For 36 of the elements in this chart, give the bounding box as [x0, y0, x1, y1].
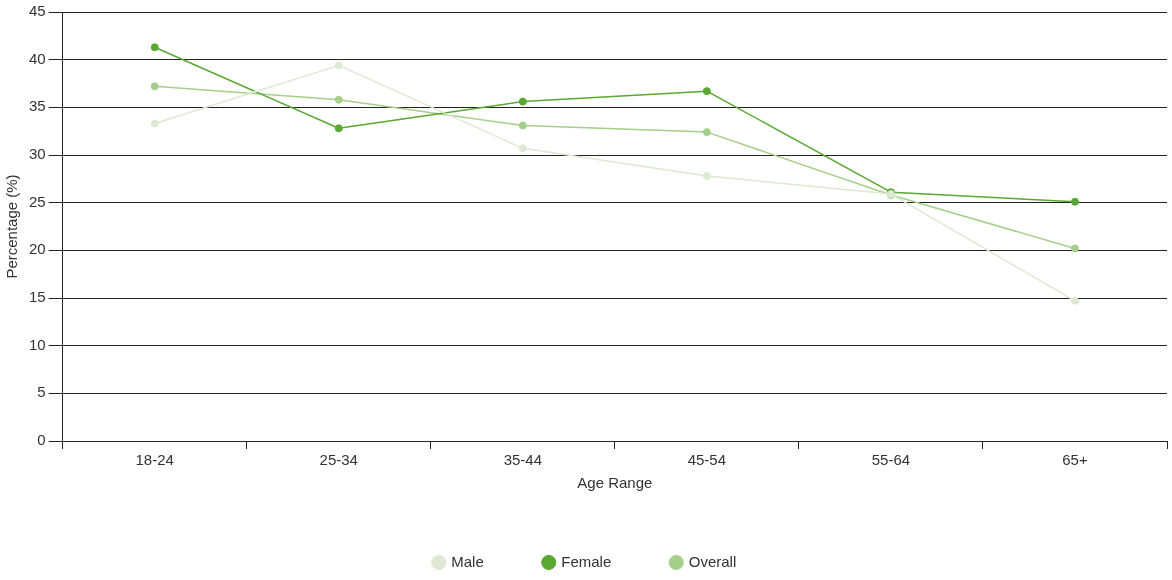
legend-label: Female: [561, 552, 612, 570]
y-axis-title: Percentage (%): [3, 174, 21, 279]
y-tick-label: 40: [29, 49, 46, 67]
point: [334, 95, 343, 104]
point: [150, 82, 159, 91]
point: [518, 97, 527, 106]
y-tick-label: 45: [29, 2, 46, 20]
point: [1070, 244, 1079, 253]
x-tick-label: 65+: [1062, 451, 1088, 469]
y-tick-label: 15: [29, 288, 46, 306]
point: [1070, 296, 1079, 305]
y-tick-label: 25: [29, 192, 46, 210]
point: [702, 128, 711, 137]
x-tick-label: 55-64: [871, 451, 911, 469]
point: [334, 124, 343, 133]
point: [150, 119, 159, 128]
y-tick-label: 20: [29, 240, 46, 258]
x-tick-label: 45-54: [687, 451, 727, 469]
x-axis-title: Age Range: [577, 474, 653, 492]
y-tick-label: 35: [29, 97, 46, 115]
legend-label: Overall: [688, 552, 737, 570]
point: [334, 61, 343, 70]
point: [1070, 197, 1079, 206]
y-tick-label: 0: [37, 431, 46, 449]
point: [518, 144, 527, 153]
y-tick-label: 5: [37, 383, 46, 401]
x-tick-label: 25-34: [319, 451, 358, 469]
point: [702, 87, 711, 96]
x-tick-label: 35-44: [503, 451, 542, 469]
y-tick-label: 10: [29, 335, 46, 353]
legend-label: Male: [451, 552, 484, 570]
point: [150, 43, 159, 52]
x-tick-label: 18-24: [135, 451, 174, 469]
point: [702, 171, 711, 180]
y-tick-label: 30: [29, 145, 46, 163]
point: [518, 121, 527, 130]
